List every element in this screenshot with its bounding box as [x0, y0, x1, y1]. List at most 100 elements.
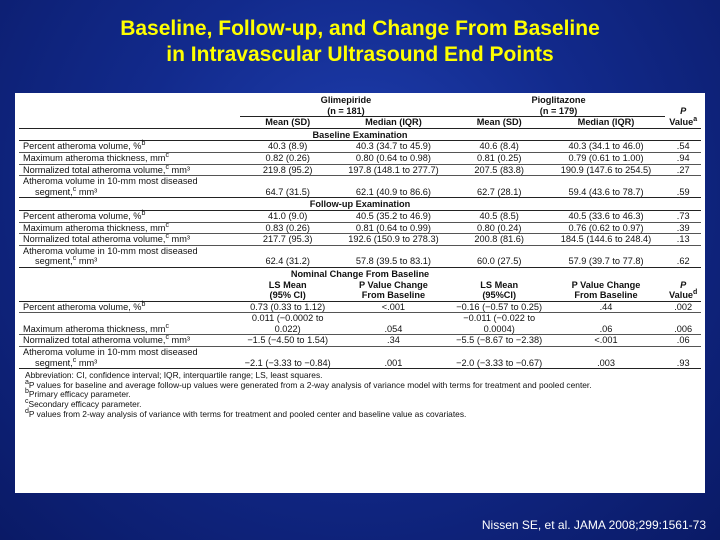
results-table-panel: Glimepiride (n = 181) Pioglitazone (n = … [15, 93, 705, 493]
cell-c3: −2.0 (−3.33 to −0.67) [451, 346, 547, 370]
cell-c2: 57.8 (39.5 to 83.1) [335, 245, 452, 268]
cell-c3: 207.5 (83.8) [451, 164, 547, 177]
cell-c4: 57.9 (39.7 to 77.8) [546, 245, 666, 268]
footnote: cSecondary efficacy parameter. [25, 398, 142, 410]
row-label: Normalized total atheroma volume,c mm³ [19, 164, 241, 177]
col-median-iqr-1: Median (IQR) [335, 116, 452, 129]
cell-c4: 190.9 (147.6 to 254.5) [546, 164, 666, 177]
cell-c2: .054 [335, 312, 452, 336]
cell-c1: −1.5 (−4.50 to 1.54) [240, 334, 336, 348]
cell-c2: .34 [335, 334, 452, 348]
cell-c1: −2.1 (−3.33 to −0.84) [240, 346, 336, 370]
cell-c1: 0.011 (−0.0002 to 0.022) [240, 312, 336, 336]
cell-c4: 0.79 (0.61 to 1.00) [546, 152, 666, 165]
cell-c1: 40.3 (8.9) [240, 140, 336, 153]
cell-c4: 184.5 (144.6 to 248.4) [546, 233, 666, 246]
cell-c2: .001 [335, 346, 452, 370]
cell-c2: 0.80 (0.64 to 0.98) [335, 152, 452, 165]
cell-c1: 64.7 (31.5) [240, 175, 336, 199]
table-body: Baseline Examination Percent atheroma vol… [19, 128, 701, 370]
cell-p: .93 [665, 346, 701, 370]
footnote: dP values from 2-way analysis of varianc… [25, 407, 467, 419]
footnote: aP values for baseline and average follo… [25, 379, 592, 390]
cell-c3: 0.80 (0.24) [451, 222, 547, 235]
cell-p: .06 [665, 334, 701, 348]
glimepiride-group-header: Glimepiride (n = 181) [240, 95, 452, 118]
table-row: Atheroma volume in 10-mm most diseased se… [19, 175, 701, 199]
results-table: Glimepiride (n = 181) Pioglitazone (n = … [19, 95, 701, 370]
cell-c1: 62.4 (31.2) [240, 245, 336, 268]
cell-c2: <.001 [335, 301, 452, 314]
table-row: Percent atheroma volume, %b 41.0 (9.0) 40.… [19, 210, 701, 223]
table-row: Normalized total atheroma volume,c mm³ 21… [19, 164, 701, 177]
change-column-header-row: LS Mean (95% CI) P Value Change From Baseli… [19, 279, 701, 302]
row-label: Maximum atheroma thickness, mmc [19, 312, 241, 336]
col-p-value: Valuea [665, 116, 701, 129]
cell-c2: 40.3 (34.7 to 45.9) [335, 140, 452, 153]
cell-c3: 60.0 (27.5) [451, 245, 547, 268]
cell-c1: 0.82 (0.26) [240, 152, 336, 165]
section-title: Nominal Change From Baseline [290, 268, 430, 279]
table-row: Atheroma volume in 10-mm most diseased se… [19, 346, 701, 370]
change-col-header-2: P Value Change From Baseline [335, 279, 452, 302]
change-col-header-4: P Value Change From Baseline [546, 279, 666, 302]
cell-p: .39 [665, 222, 701, 235]
table-row: Percent atheroma volume, %b 0.73 (0.33 to… [19, 301, 701, 314]
cell-c4: 40.5 (33.6 to 46.3) [546, 210, 666, 223]
cell-c1: 217.7 (95.3) [240, 233, 336, 246]
cell-p: .27 [665, 164, 701, 177]
cell-c3: 0.81 (0.25) [451, 152, 547, 165]
row-label: Atheroma volume in 10-mm most diseased se… [19, 175, 241, 199]
cell-c4: <.001 [546, 334, 666, 348]
row-label: Normalized total atheroma volume,c mm³ [19, 233, 241, 246]
cell-c2: 62.1 (40.9 to 86.6) [335, 175, 452, 199]
p-value-header-top: P [680, 106, 687, 117]
cell-c4: 0.76 (0.62 to 0.97) [546, 222, 666, 235]
section-header-row: Follow-up Examination [19, 197, 701, 211]
cell-c4: .44 [546, 301, 666, 314]
row-label: Percent atheroma volume, %b [19, 301, 241, 314]
cell-c2: 192.6 (150.9 to 278.3) [335, 233, 452, 246]
table-row: Normalized total atheroma volume,c mm³ −1… [19, 334, 701, 348]
table-row: Maximum atheroma thickness, mmc 0.83 (0.2… [19, 221, 701, 235]
row-label: Atheroma volume in 10-mm most diseased se… [19, 346, 241, 370]
cell-c2: 40.5 (35.2 to 46.9) [335, 210, 452, 223]
cell-c3: −0.011 (−0.022 to 0.0004) [451, 312, 547, 336]
cell-c2: 197.8 (148.1 to 277.7) [335, 164, 452, 177]
cell-c4: .06 [546, 312, 666, 336]
group-header-row: Glimepiride (n = 181) Pioglitazone (n = … [19, 95, 701, 118]
row-label: Maximum atheroma thickness, mmc [19, 152, 241, 165]
footnote: Abbreviation: CI, confidence interval; I… [25, 370, 323, 381]
section-header-row: Baseline Examination [19, 128, 701, 142]
cell-p: .13 [665, 233, 701, 246]
cell-c3: −5.5 (−8.67 to −2.38) [451, 334, 547, 348]
table-row: Maximum atheroma thickness, mmc 0.82 (0.2… [19, 152, 701, 165]
cell-c3: 40.5 (8.5) [451, 210, 547, 223]
row-label: Atheroma volume in 10-mm most diseased se… [19, 245, 241, 268]
cell-c3: 62.7 (28.1) [451, 175, 547, 199]
col-median-iqr-2: Median (IQR) [546, 116, 666, 129]
slide-title-line2: in Intravascular Ultrasound End Points [166, 43, 554, 66]
section-title: Follow-up Examination [19, 197, 701, 211]
citation: Nissen SE, et al. JAMA 2008;299:1561-73 [481, 518, 706, 532]
cell-c4: 59.4 (43.6 to 78.7) [546, 175, 666, 199]
cell-c2: 0.81 (0.64 to 0.99) [335, 222, 452, 235]
section-header-row: Nominal Change From Baseline [19, 267, 701, 279]
row-label: Percent atheroma volume, %b [19, 140, 241, 153]
cell-c1: 219.8 (95.2) [240, 164, 336, 177]
slide-title-line1: Baseline, Follow-up, and Change From Bas… [120, 17, 600, 40]
col-mean-sd-2: Mean (SD) [451, 116, 547, 129]
col-mean-sd-1: Mean (SD) [240, 116, 336, 129]
cell-p: .94 [665, 152, 701, 165]
change-col-p-value: P Valued [665, 279, 701, 302]
footnotes: Abbreviation: CI, confidence interval; I… [19, 369, 701, 419]
row-label: Maximum atheroma thickness, mmc [19, 221, 241, 235]
cell-p: .62 [665, 245, 701, 268]
section-title: Baseline Examination [19, 128, 701, 142]
row-label: Percent atheroma volume, %b [19, 210, 241, 223]
change-col-header-3: LS Mean (95%CI) [451, 279, 547, 302]
table-row: Atheroma volume in 10-mm most diseased se… [19, 245, 701, 268]
cell-c3: 40.6 (8.4) [451, 140, 547, 153]
cell-c1: 0.73 (0.33 to 1.12) [240, 301, 336, 314]
column-header-row: Mean (SD) Median (IQR) Mean (SD) Median … [19, 116, 701, 129]
